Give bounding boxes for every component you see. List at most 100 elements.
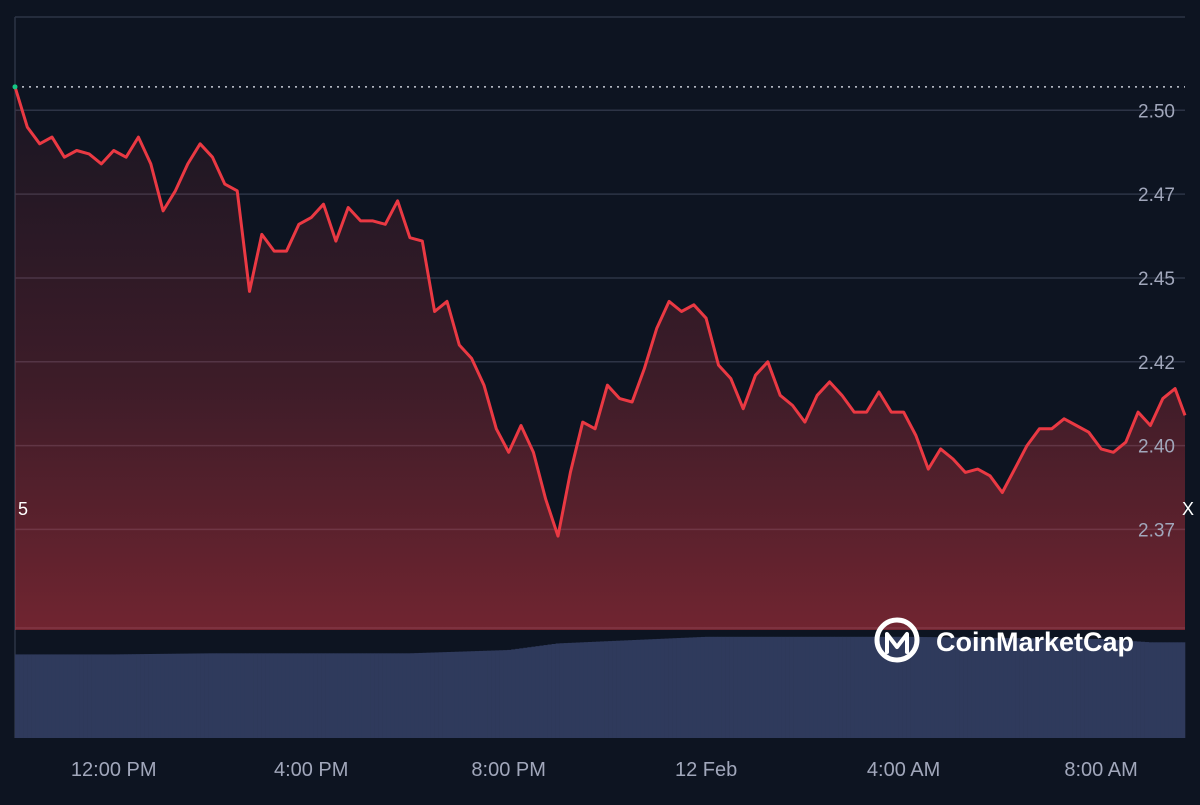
volume-bar — [1124, 640, 1129, 738]
volume-bar — [749, 636, 754, 738]
volume-bar — [442, 652, 447, 738]
volume-bar — [781, 636, 786, 738]
volume-bar — [1011, 638, 1016, 738]
volume-bar — [1023, 638, 1028, 738]
volume-bar — [27, 654, 32, 738]
price-area-fill — [15, 86, 1185, 631]
volume-bar — [438, 652, 443, 738]
volume-bar — [805, 636, 811, 738]
volume-bar — [422, 652, 427, 738]
volume-bar — [1015, 638, 1020, 738]
volume-bar — [870, 636, 875, 738]
volume-bar — [515, 648, 520, 738]
volume-bar — [204, 653, 209, 738]
volume-bar — [1088, 638, 1093, 738]
volume-bar — [567, 642, 573, 738]
volume-bar — [261, 653, 266, 738]
volume-bar — [491, 650, 496, 738]
volume-bar — [236, 653, 242, 738]
volume-bar — [963, 637, 968, 738]
price-line[interactable] — [13, 86, 1187, 538]
volume-bar — [624, 640, 629, 738]
volume-bar — [866, 636, 871, 738]
volume-bar — [249, 653, 254, 738]
volume-bar — [511, 649, 516, 738]
volume-bar — [1100, 639, 1105, 738]
volume-bar — [801, 636, 807, 738]
volume-bar — [123, 654, 129, 738]
volume-bar — [862, 636, 867, 738]
volume-bar — [930, 637, 936, 738]
volume-bar — [15, 654, 20, 738]
volume-bar — [1080, 638, 1085, 738]
volume-bar — [79, 654, 84, 738]
volume-bar — [628, 640, 633, 738]
x-tick-label: 4:00 PM — [274, 759, 348, 781]
volume-bar — [874, 636, 879, 738]
volume-bar — [216, 653, 222, 738]
volume-bar — [374, 653, 379, 738]
volume-bar — [47, 654, 52, 738]
volume-bar — [793, 636, 798, 738]
volume-bar — [1116, 640, 1121, 738]
volume-bar — [269, 653, 274, 738]
volume-bar — [955, 637, 960, 738]
volume-bar — [301, 653, 306, 738]
volume-bar — [313, 653, 318, 738]
volume-bar — [1019, 638, 1024, 738]
volume-bar — [926, 637, 932, 738]
volume-bar — [789, 636, 794, 738]
volume-bar — [733, 636, 738, 738]
volume-bar — [75, 654, 80, 738]
volume-bar — [531, 646, 536, 738]
brand-name: CoinMarketCap — [936, 627, 1134, 657]
volume-bar — [329, 653, 335, 738]
volume-bar — [983, 637, 988, 738]
volume-bar — [620, 640, 625, 738]
volume-bar — [176, 653, 181, 738]
volume-bar — [1172, 642, 1178, 738]
volume-bar — [644, 639, 649, 738]
volume-bar — [696, 637, 702, 738]
volume-bar — [1120, 640, 1125, 738]
volume-bar — [220, 653, 226, 738]
volume-bar — [894, 636, 899, 738]
volume-bar — [333, 653, 339, 738]
volume-bar — [975, 637, 980, 738]
volume-bar — [232, 653, 238, 738]
volume-bar — [454, 651, 460, 738]
volume-bar — [95, 654, 101, 738]
volume-bar — [906, 636, 911, 738]
volume-bar — [87, 654, 92, 738]
volume-bar — [1096, 638, 1101, 738]
volume-bar — [934, 637, 940, 738]
volume-bar — [543, 645, 548, 738]
volume-bar — [1152, 642, 1158, 738]
volume-bar — [1027, 638, 1032, 738]
volume-bar — [672, 638, 677, 738]
y-tick-label: 2.50 — [1138, 101, 1175, 122]
volume-bar — [539, 645, 544, 738]
y-tick-label: 2.47 — [1138, 185, 1175, 206]
volume-bar — [1104, 639, 1109, 738]
volume-bar — [692, 637, 698, 738]
volume-bar — [1039, 638, 1045, 738]
volume-bar — [898, 636, 903, 738]
volume-bar — [99, 654, 105, 738]
x-tick-label: 8:00 AM — [1064, 759, 1137, 781]
volume-bar — [571, 642, 577, 738]
volume-bar — [1112, 639, 1117, 738]
volume-bar — [470, 651, 476, 738]
volume-bar — [212, 653, 218, 738]
x-tick-label: 4:00 AM — [867, 759, 940, 781]
volume-bar — [317, 653, 322, 738]
volume-bar — [483, 650, 488, 738]
volume-bar — [1035, 638, 1041, 738]
volume-bar — [200, 653, 205, 738]
volume-bar — [999, 637, 1004, 738]
volume-bar — [979, 637, 984, 738]
volume-bar — [35, 654, 40, 738]
volume-bar — [535, 646, 540, 738]
